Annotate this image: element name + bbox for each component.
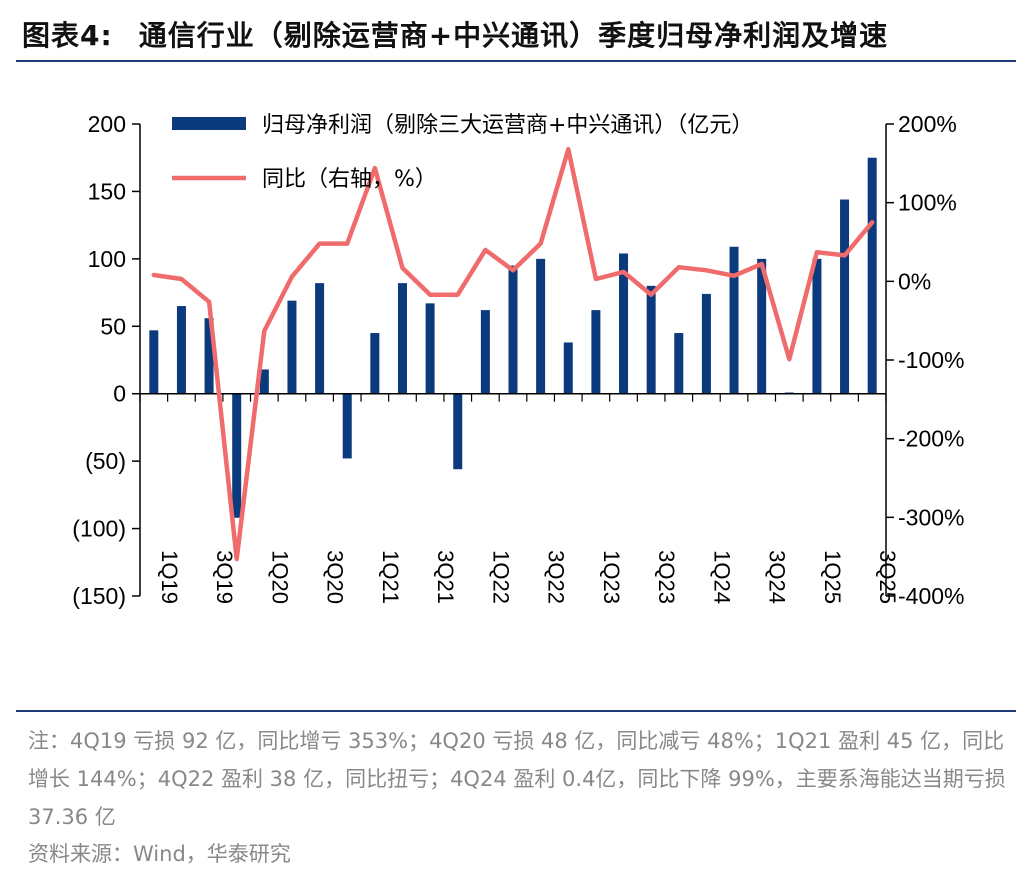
yoy-point-3Q22 [539,242,543,246]
yoy-point-1Q25 [815,250,819,254]
right-tick-label: 200% [898,111,957,137]
yoy-point-2Q19 [179,277,183,281]
x-tick-label: 3Q21 [433,550,458,604]
yoy-point-3Q20 [318,242,322,246]
legend-bar-label: 归母净利润（剔除三大运营商+中兴通讯）（亿元） [262,113,753,138]
source-note: 资料来源：Wind，华泰研究 [28,842,291,866]
left-tick-label: 200 [88,111,126,137]
left-tick-label: 100 [88,246,126,272]
yoy-point-3Q21 [428,293,432,297]
bar-4Q21 [453,393,463,470]
bar-series-net-profit [149,157,877,518]
right-tick-label: -400% [898,583,964,609]
left-tick-label: (100) [72,516,126,542]
bar-1Q21 [370,333,380,394]
left-tick-label: 50 [100,313,126,339]
chart-axes: 200 150 100 50 0 (50) (100) (150) 200% 100% 0% -100… [72,111,964,609]
chart-legend: 归母净利润（剔除三大运营商+中兴通讯）（亿元） 同比（右轴，%） [172,113,753,192]
yoy-point-4Q21 [456,293,460,297]
yoy-point-2Q23 [622,270,626,274]
yoy-point-1Q21 [373,166,377,170]
yoy-point-1Q20 [262,329,266,333]
yoy-point-3Q25 [870,220,874,224]
x-tick-label: 3Q23 [654,550,679,604]
bar-3Q19 [204,318,214,394]
x-tick-label: 1Q23 [599,550,624,604]
yoy-point-1Q23 [594,277,598,281]
bar-1Q19 [149,330,159,394]
bar-2Q22 [508,265,518,394]
bar-1Q20 [259,369,269,394]
left-tick-label: (150) [72,583,126,609]
left-tick-label: 0 [113,381,126,407]
bar-4Q22 [563,342,573,394]
x-tick-label: 1Q20 [267,550,292,604]
bar-4Q19 [232,393,242,518]
right-tick-label: -200% [898,426,964,452]
right-tick-label: 0% [898,268,931,294]
figure-label: 图表4: [22,19,113,52]
figure-title-text: 通信行业（剔除运营商+中兴通讯）季度归母净利润及增速 [138,19,889,52]
bar-1Q25 [812,258,822,394]
x-tick-label: 3Q25 [875,550,900,604]
bar-1Q22 [480,310,490,394]
bar-2Q24 [729,246,739,394]
bar-4Q23 [674,333,684,394]
bar-2Q20 [287,300,297,394]
yoy-point-1Q22 [483,248,487,252]
x-tick-label: 3Q22 [544,550,569,604]
x-tick-label: 1Q19 [157,550,182,604]
legend-line-label: 同比（右轴，%） [262,167,437,192]
yoy-point-3Q19 [207,300,211,304]
bar-4Q20 [342,393,352,459]
right-tick-label: 100% [898,190,957,216]
yoy-point-1Q24 [704,268,708,272]
legend-bar-swatch [172,117,246,130]
line-series-yoy [151,146,875,562]
bar-2Q19 [176,306,186,394]
yoy-point-2Q21 [400,266,404,270]
bottom-divider [16,710,1016,712]
right-tick-label: -100% [898,347,964,373]
yoy-point-2Q25 [843,253,847,257]
x-tick-label: 3Q19 [212,550,237,604]
yoy-point-3Q23 [649,293,653,297]
bar-1Q24 [701,293,711,394]
yoy-point-3Q24 [760,262,764,266]
bar-2Q25 [840,199,850,394]
x-tick-label: 1Q24 [709,550,734,604]
yoy-point-2Q22 [511,268,515,272]
bar-3Q24 [757,258,767,394]
x-tick-label: 1Q25 [820,550,845,604]
yoy-point-4Q19 [235,557,239,561]
left-tick-label: 150 [88,178,126,204]
x-tick-label: 3Q24 [765,550,790,604]
x-tick-label: 1Q21 [378,550,403,604]
yoy-point-4Q20 [345,242,349,246]
bar-3Q23 [646,285,656,394]
yoy-point-1Q19 [152,273,156,277]
yoy-point-2Q24 [732,274,736,278]
top-divider [16,60,1016,62]
left-tick-label: (50) [85,448,126,474]
chart-canvas: 200 150 100 50 0 (50) (100) (150) 200% 100% 0% -100… [72,111,964,609]
bar-1Q23 [591,310,601,394]
bar-3Q25 [867,157,877,394]
footnote: 注：4Q19 亏损 92 亿，同比增亏 353%；4Q20 亏损 48 亿，同比… [28,729,1006,829]
bar-2Q23 [619,253,629,394]
bar-2Q21 [397,283,407,394]
bar-3Q21 [425,303,435,394]
x-tick-label: 1Q22 [488,550,513,604]
yoy-point-2Q20 [290,275,294,279]
yoy-point-4Q22 [566,147,570,151]
figure-title: 图表4: 通信行业（剔除运营商+中兴通讯）季度归母净利润及增速 [22,14,888,54]
bar-3Q20 [315,283,325,394]
yoy-point-4Q23 [677,265,681,269]
yoy-point-4Q24 [787,357,791,361]
x-tick-label: 3Q20 [323,550,348,604]
bar-3Q22 [536,258,546,394]
right-tick-label: -300% [898,504,964,530]
